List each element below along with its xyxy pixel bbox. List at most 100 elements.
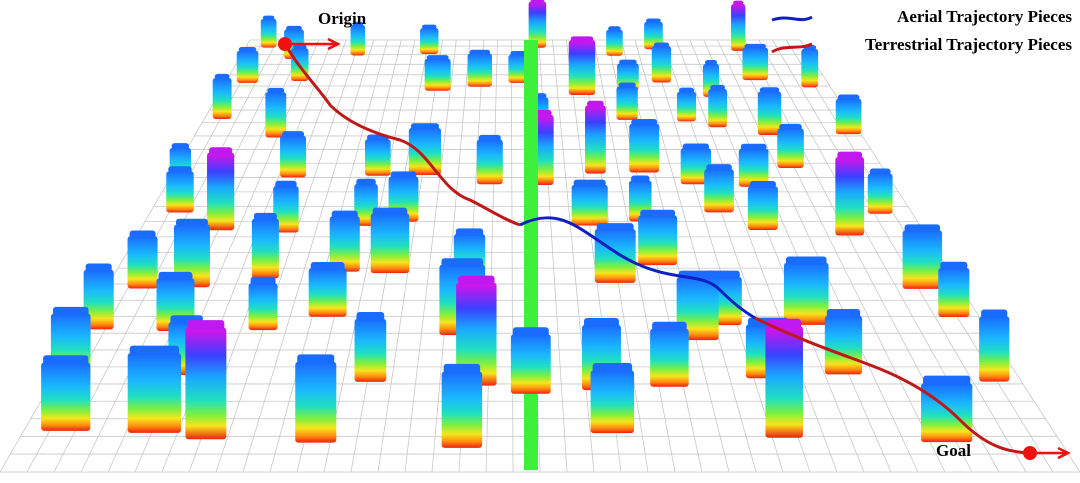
building	[329, 216, 360, 272]
building-top	[704, 60, 718, 65]
building	[265, 91, 287, 138]
building	[777, 128, 804, 168]
building-top	[267, 87, 285, 94]
grid-line	[269, 39, 388, 473]
building	[594, 228, 636, 283]
building	[456, 282, 497, 386]
origin-marker	[278, 37, 292, 51]
building-top	[596, 223, 634, 231]
legend-aerial-swatch	[771, 15, 813, 22]
aerial-trajectory	[519, 216, 756, 320]
legend-entry: Aerial Trajectory Pieces	[897, 7, 1072, 26]
building-top	[785, 256, 827, 265]
building	[260, 18, 277, 48]
goal-label: Goal	[936, 441, 971, 460]
building	[644, 21, 663, 50]
grid-line	[717, 39, 919, 473]
building-top	[779, 123, 802, 130]
building-top	[297, 354, 335, 365]
building	[476, 139, 503, 185]
building	[364, 139, 391, 176]
terrestrial-trajectory	[283, 43, 521, 227]
building	[127, 352, 182, 433]
building	[979, 316, 1010, 382]
building-top	[129, 230, 156, 239]
grid-line	[323, 39, 416, 473]
grid-line	[485, 39, 498, 473]
building	[616, 86, 638, 120]
building-top	[570, 36, 594, 42]
grid-line	[53, 39, 278, 473]
building-top	[175, 218, 208, 227]
building-top	[158, 271, 193, 281]
building-top	[837, 151, 863, 159]
building	[308, 268, 347, 317]
building	[273, 186, 299, 233]
building-top	[653, 42, 670, 48]
building	[902, 230, 943, 289]
building-top	[592, 362, 633, 373]
building-top	[608, 26, 621, 31]
building	[590, 370, 635, 434]
building	[127, 236, 158, 289]
building-top	[426, 55, 449, 60]
building	[571, 184, 608, 226]
grid-line	[772, 39, 1027, 473]
grid-line	[675, 39, 838, 473]
building-top	[282, 131, 305, 138]
building-top	[331, 210, 358, 219]
grid-line	[648, 39, 784, 473]
grid-line	[431, 39, 471, 473]
building	[408, 127, 442, 176]
building-top	[168, 166, 192, 173]
building	[420, 27, 439, 55]
building	[783, 262, 829, 325]
building-top	[744, 43, 766, 49]
building	[738, 148, 769, 187]
building-top	[478, 134, 501, 142]
building	[606, 29, 623, 56]
building	[510, 334, 551, 394]
grid-line	[404, 39, 457, 473]
building-top	[583, 318, 619, 328]
building-top	[372, 207, 408, 216]
building-top	[410, 123, 440, 130]
building	[568, 40, 596, 95]
building	[747, 186, 778, 231]
building-top	[512, 327, 549, 337]
building-top	[85, 263, 112, 272]
building	[236, 50, 259, 83]
building	[166, 171, 194, 213]
building-top	[710, 84, 726, 91]
grid-line	[703, 39, 892, 473]
building	[938, 267, 970, 317]
building	[835, 98, 862, 135]
building	[676, 277, 719, 341]
building	[585, 105, 606, 174]
goal-arrow	[1037, 446, 1071, 460]
building	[757, 91, 782, 135]
building-top	[352, 21, 364, 26]
building	[207, 152, 235, 231]
building-top	[682, 143, 710, 150]
building	[354, 318, 387, 382]
building-top	[458, 275, 495, 285]
building-top	[631, 175, 650, 183]
building-top	[619, 59, 637, 65]
building-top	[310, 262, 345, 271]
building-top	[187, 320, 225, 331]
building	[280, 135, 307, 178]
building	[731, 3, 746, 51]
terrestrial-trajectory	[754, 316, 1031, 455]
grid-line	[377, 39, 443, 473]
buildings	[41, 0, 1010, 470]
building-top	[826, 309, 861, 319]
building-top	[422, 24, 437, 29]
building	[185, 327, 227, 440]
building	[83, 269, 114, 330]
building	[370, 213, 410, 274]
building-top	[275, 180, 297, 188]
building-top	[749, 181, 776, 188]
building-top	[455, 228, 484, 236]
